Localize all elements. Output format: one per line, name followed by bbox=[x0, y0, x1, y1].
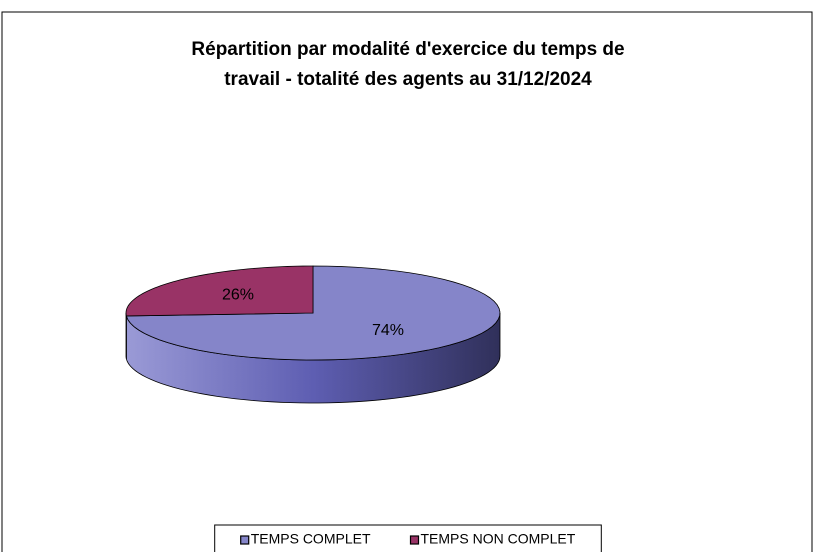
chart-title: Répartition par modalité d'exercice du t… bbox=[191, 39, 624, 60]
chart-frame bbox=[1, 11, 813, 552]
chart-title: travail - totalité des agents au 31/12/2… bbox=[224, 69, 592, 90]
legend-marker bbox=[409, 535, 420, 545]
pie-slice bbox=[125, 265, 314, 317]
data-label: 26% bbox=[222, 287, 254, 304]
legend-marker bbox=[240, 535, 250, 545]
legend-label: TEMPS COMPLET bbox=[251, 531, 371, 547]
legend-box bbox=[214, 524, 602, 552]
data-label: 74% bbox=[372, 322, 404, 339]
legend-label: TEMPS NON COMPLET bbox=[421, 531, 576, 547]
